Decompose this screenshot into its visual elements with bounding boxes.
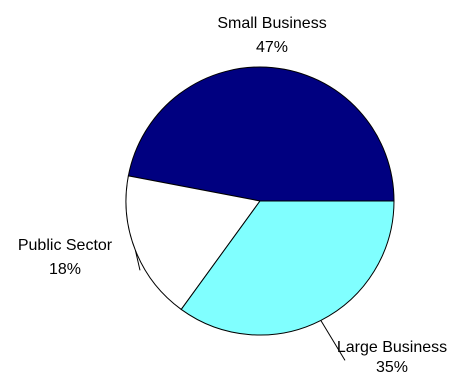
slice-label-large-business: Large Business bbox=[337, 339, 447, 356]
slice-value-small-business: 47% bbox=[256, 39, 288, 56]
pie-slices bbox=[126, 67, 394, 335]
slice-label-public-sector: Public Sector bbox=[18, 237, 113, 254]
slice-value-large-business: 35% bbox=[376, 359, 408, 373]
slice-label-small-business: Small Business bbox=[217, 15, 326, 32]
pie-slice-small-business bbox=[128, 67, 394, 201]
slice-value-public-sector: 18% bbox=[49, 261, 81, 278]
